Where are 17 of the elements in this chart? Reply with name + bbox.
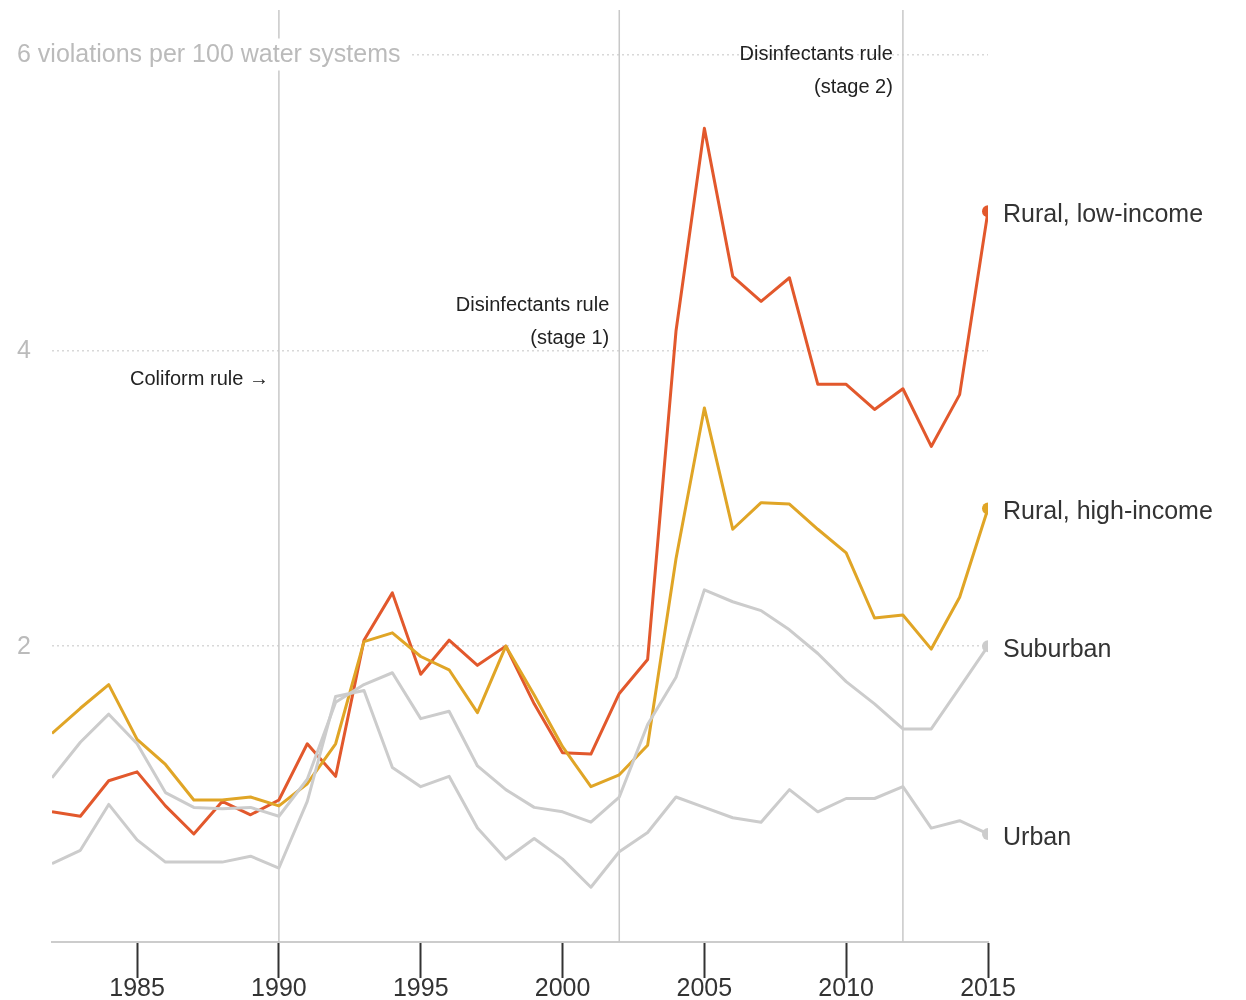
ref-line-label: Disinfectants rule (stage 2) xyxy=(739,41,893,97)
series-label: Rural, high-income xyxy=(1003,496,1213,525)
series-label: Suburban xyxy=(1003,634,1112,663)
y-tick-label: 4 xyxy=(17,335,31,364)
x-tick-label: 1985 xyxy=(109,972,165,1000)
x-tick-label: 1990 xyxy=(251,972,307,1000)
x-tick-label: 2015 xyxy=(960,972,1016,1000)
x-tick-label: 2000 xyxy=(534,972,591,1000)
ref-line-label: Disinfectants rule (stage 1) xyxy=(455,293,610,349)
y-tick-label: 2 xyxy=(17,631,31,660)
x-tick-label: 1995 xyxy=(392,972,449,1000)
series-label: Rural, low-income xyxy=(1003,199,1204,228)
series-label: Urban xyxy=(1003,821,1072,850)
x-tick-label: 2010 xyxy=(818,972,874,1000)
ref-line-label: Coliform rule → xyxy=(129,367,269,390)
x-tick-label: 2005 xyxy=(676,972,733,1000)
y-tick-label: 6 violations per 100 water systems xyxy=(17,39,401,68)
